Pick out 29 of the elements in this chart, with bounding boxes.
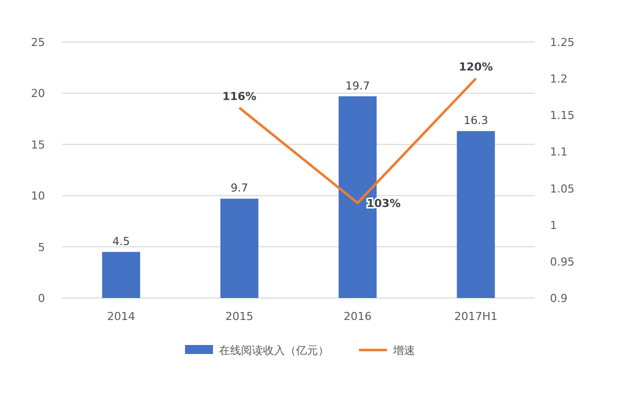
data-label: 120% xyxy=(458,60,493,74)
y-tick-label: 20 xyxy=(31,87,45,100)
y2-tick-label: 1 xyxy=(550,218,557,232)
y2-tick-label: 1.25 xyxy=(550,36,574,49)
data-label: 9.7 xyxy=(230,182,248,195)
x-tick-label: 2016 xyxy=(344,310,372,323)
data-label: 4.5 xyxy=(112,234,130,248)
x-tick-label: 2017H1 xyxy=(454,310,498,323)
bar xyxy=(456,131,495,298)
bar xyxy=(220,198,258,298)
bar xyxy=(102,252,140,298)
y-tick-label: 10 xyxy=(31,190,45,203)
legend-label: 在线阅读收入（亿元） xyxy=(219,344,329,357)
y2-tick-label: 0.9 xyxy=(550,292,568,305)
y2-tick-label: 1.1 xyxy=(550,146,568,159)
y2-tick-label: 1.15 xyxy=(550,109,574,122)
y2-tick-label: 1.05 xyxy=(550,182,574,196)
y2-tick-label: 1.2 xyxy=(550,72,568,86)
y-tick-label: 0 xyxy=(38,292,45,305)
data-label: 16.3 xyxy=(464,114,488,128)
y2-tick-label: 0.95 xyxy=(550,255,574,268)
y-tick-label: 15 xyxy=(31,138,45,152)
data-label: 19.7 xyxy=(345,79,370,92)
legend-label: 增速 xyxy=(392,344,415,357)
x-tick-label: 2014 xyxy=(107,310,136,323)
data-label: 116% xyxy=(222,90,256,103)
x-tick-label: 2015 xyxy=(225,310,254,323)
y-tick-label: 25 xyxy=(31,36,45,49)
y-tick-label: 5 xyxy=(38,240,45,254)
